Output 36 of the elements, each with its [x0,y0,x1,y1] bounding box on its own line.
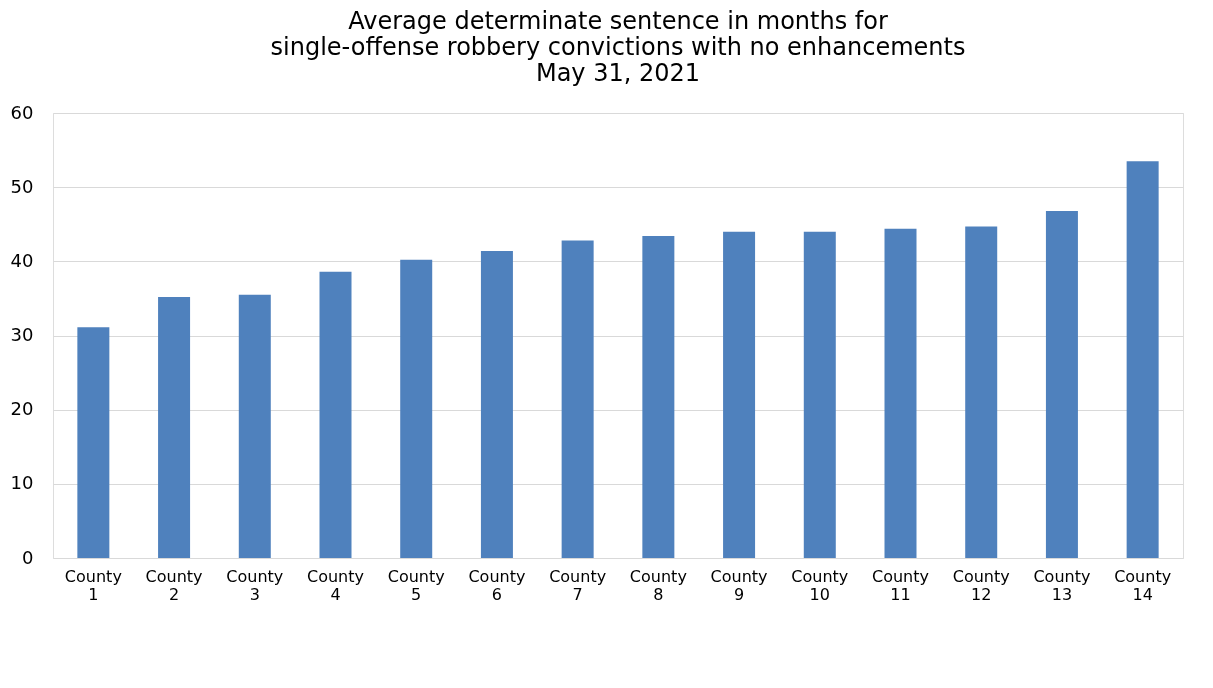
y-tick-label: 30 [10,324,34,345]
x-tick-label: County 8 [629,566,687,604]
bar [642,236,675,558]
bar [77,327,110,558]
bar [884,228,917,558]
bar [965,226,998,558]
y-tick-label: 40 [10,249,34,271]
x-tick-label: County 1 [64,566,122,604]
bar [803,231,836,558]
bar [158,296,191,558]
bar [319,271,352,558]
bar [1126,161,1159,558]
bar [238,294,271,558]
y-tick-label: 0 [22,546,34,568]
x-tick-label: County 4 [307,566,364,604]
x-tick-label: County 5 [387,566,445,604]
x-tick-label: County 10 [791,566,849,604]
bar [723,231,756,558]
bar [400,259,433,558]
y-tick-label: 50 [10,175,34,197]
x-tick-label: County 12 [952,566,1010,604]
x-tick-label: County 6 [468,566,526,604]
x-tick-label: County 14 [1114,566,1172,604]
y-tick-label: 20 [10,398,34,420]
bar [561,240,594,558]
x-tick-label: County 11 [872,566,929,604]
x-tick-label: County 2 [145,566,203,604]
x-tick-label: County 13 [1033,566,1091,604]
chart-title: Average determinate sentence in months for single-offense robbery convictions with no enhancements May 31, 2021 [270,7,966,87]
x-tick-label: County 9 [710,566,768,604]
x-tick-label: County 7 [549,566,607,604]
y-tick-label: 60 [10,101,34,123]
x-tick-label: County 3 [226,566,284,604]
bar [480,250,513,558]
bar [1045,210,1078,558]
y-tick-label: 10 [10,472,34,494]
